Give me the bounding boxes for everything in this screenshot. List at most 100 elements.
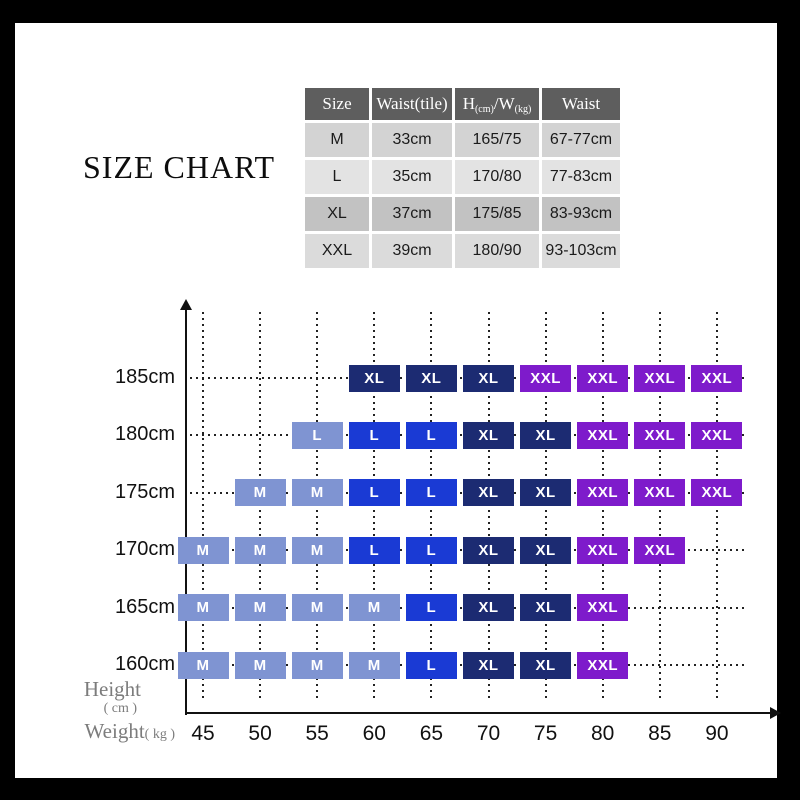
y-axis-line — [185, 308, 187, 715]
height-weight-cell-row3: 180/90 — [455, 234, 539, 268]
waist-range-cell-row2: 83-93cm — [542, 197, 620, 231]
size-box-M-160cm-60kg: M — [348, 651, 400, 679]
size-box-XXL-185cm-90kg: XXL — [691, 364, 743, 392]
size-box-XXL-170cm-85kg: XXL — [634, 536, 686, 564]
y-tick-label-165cm: 165cm — [114, 595, 175, 618]
size-box-M-165cm-45kg: M — [177, 594, 229, 622]
x-tick-label-80: 80 — [591, 722, 615, 745]
size-box-XL-170cm-75kg: XL — [520, 536, 572, 564]
size-box-XXL-160cm-80kg: XXL — [577, 651, 629, 679]
x-axis-arrow-icon — [770, 707, 781, 719]
height-weight-chart: Height ( cm ) Weight( kg ) 45 50 55 60 65 70 7… — [15, 23, 781, 778]
size-box-M-165cm-55kg: M — [291, 594, 343, 622]
x-axis-title-text: Weight — [84, 719, 145, 743]
size-table: Size Waist(tile) H(cm)/W(kg) Waist M 33cm… — [305, 88, 620, 268]
x-tick-label-50: 50 — [248, 722, 272, 745]
size-box-XL-170cm-70kg: XL — [463, 536, 514, 564]
size-box-M-170cm-45kg: M — [177, 536, 229, 564]
size-cell-row1: L — [305, 160, 369, 194]
size-box-XXL-180cm-85kg: XXL — [634, 421, 686, 449]
waist-range-cell-row3: 93-103cm — [542, 234, 620, 268]
grid-vline-75 — [544, 312, 547, 702]
grid-vline-85 — [658, 312, 661, 702]
size-box-XXL-180cm-80kg: XXL — [577, 421, 629, 449]
size-table-header-size: Size — [305, 88, 369, 120]
grid-vline-50 — [259, 312, 262, 702]
size-box-XL-160cm-70kg: XL — [463, 651, 514, 679]
size-box-L-170cm-65kg: L — [405, 536, 457, 564]
waist-tile-cell-row0: 33cm — [372, 123, 452, 157]
size-box-M-175cm-50kg: M — [234, 479, 286, 507]
size-box-M-160cm-45kg: M — [177, 651, 229, 679]
size-box-XL-160cm-75kg: XL — [520, 651, 572, 679]
y-tick-label-180cm: 180cm — [114, 423, 175, 446]
size-box-XXL-185cm-75kg: XXL — [520, 364, 572, 392]
size-box-XXL-180cm-90kg: XXL — [691, 421, 743, 449]
waist-tile-cell-row1: 35cm — [372, 160, 452, 194]
size-box-L-180cm-65kg: L — [405, 421, 457, 449]
x-tick-label-90: 90 — [705, 722, 729, 745]
waist-range-cell-row1: 77-83cm — [542, 160, 620, 194]
size-box-M-165cm-50kg: M — [234, 594, 286, 622]
x-tick-label-65: 65 — [419, 722, 444, 745]
x-tick-label-60: 60 — [362, 722, 386, 745]
x-axis-title: Weight( kg ) — [53, 719, 175, 744]
size-box-L-175cm-65kg: L — [405, 479, 457, 507]
x-tick-label-70: 70 — [476, 722, 501, 745]
size-box-M-170cm-50kg: M — [234, 536, 286, 564]
height-weight-cell-row2: 175/85 — [455, 197, 539, 231]
y-axis-title: Height — [83, 677, 141, 701]
size-box-XXL-185cm-80kg: XXL — [577, 364, 629, 392]
size-box-L-180cm-55kg: L — [291, 421, 343, 449]
grid-vline-45 — [202, 312, 204, 702]
content-canvas: SIZE CHART Size Waist(tile) H(cm)/W(kg) … — [15, 23, 781, 778]
size-box-L-165cm-65kg: L — [405, 594, 457, 622]
size-box-XL-180cm-75kg: XL — [520, 421, 572, 449]
size-box-M-175cm-55kg: M — [291, 479, 343, 507]
x-axis-line — [185, 712, 772, 714]
size-table-header-waist-tile: Waist(tile) — [372, 88, 452, 120]
x-tick-label-75: 75 — [533, 722, 558, 745]
size-box-XXL-170cm-80kg: XXL — [577, 536, 629, 564]
size-box-M-160cm-50kg: M — [234, 651, 286, 679]
size-box-XL-175cm-75kg: XL — [520, 479, 572, 507]
page-title: SIZE CHART — [83, 149, 276, 185]
hw-header-kg-sub: (kg) — [514, 104, 532, 115]
size-box-XL-165cm-70kg: XL — [463, 594, 514, 622]
size-box-XXL-175cm-85kg: XXL — [634, 479, 686, 507]
y-axis-unit: ( cm ) — [103, 701, 137, 716]
grid-vline-60 — [373, 312, 376, 702]
grid-vline-65 — [430, 312, 433, 702]
x-tick-label-45: 45 — [191, 722, 215, 745]
size-box-XL-185cm-70kg: XL — [463, 364, 514, 392]
size-box-XL-185cm-65kg: XL — [405, 364, 457, 392]
size-box-L-175cm-60kg: L — [348, 479, 400, 507]
grid-vline-80 — [601, 312, 604, 702]
size-box-XL-185cm-60kg: XL — [348, 364, 400, 392]
grid-vline-55 — [316, 312, 319, 702]
y-axis-arrow-icon — [180, 299, 192, 310]
grid-vline-90 — [715, 312, 718, 702]
size-table-header-waist: Waist — [542, 88, 620, 120]
y-tick-label-170cm: 170cm — [114, 538, 175, 561]
y-tick-label-175cm: 175cm — [114, 480, 175, 503]
hw-header-cm-sub: (cm) — [474, 104, 494, 115]
size-box-M-160cm-55kg: M — [291, 651, 343, 679]
size-cell-row0: M — [305, 123, 369, 157]
size-box-L-170cm-60kg: L — [348, 536, 400, 564]
size-box-L-160cm-65kg: L — [405, 651, 457, 679]
size-box-XXL-185cm-85kg: XXL — [634, 364, 686, 392]
height-weight-cell-row0: 165/75 — [455, 123, 539, 157]
size-box-XXL-175cm-90kg: XXL — [691, 479, 743, 507]
size-box-XL-175cm-70kg: XL — [463, 479, 514, 507]
y-tick-label-185cm: 185cm — [114, 366, 175, 388]
x-tick-label-55: 55 — [305, 722, 329, 745]
size-box-M-165cm-60kg: M — [348, 594, 400, 622]
waist-range-cell-row0: 67-77cm — [542, 123, 620, 157]
size-box-L-180cm-60kg: L — [348, 421, 400, 449]
x-tick-label-85: 85 — [648, 722, 672, 745]
waist-tile-cell-row3: 39cm — [372, 234, 452, 268]
size-cell-row2: XL — [305, 197, 369, 231]
y-tick-label-160cm: 160cm — [114, 653, 175, 675]
